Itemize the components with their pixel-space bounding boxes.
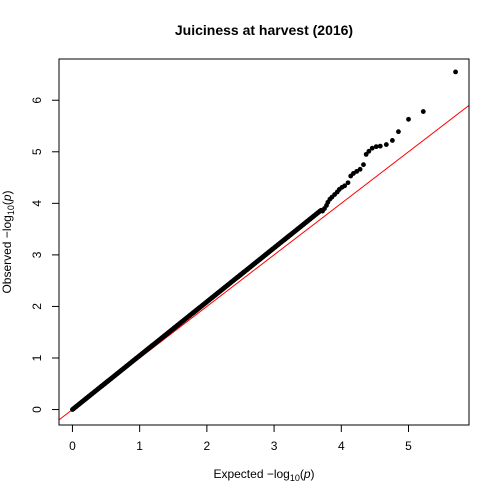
chart-title: Juiciness at harvest (2016) [175,22,353,38]
data-point [396,129,401,135]
data-point [453,69,458,75]
data-point [369,145,375,151]
data-point [357,166,363,172]
y-axis-label: Observed −log10(p) [0,190,16,293]
y-tick-label: 3 [30,251,44,258]
points-group [70,69,458,412]
y-axis: 0 1 2 3 4 5 6 [30,97,60,413]
data-point [420,109,426,114]
x-axis: 0 1 2 3 4 5 [69,424,412,453]
data-point [383,142,389,147]
x-tick-label: 5 [405,439,412,453]
data-point [373,144,379,150]
x-tick-label: 0 [69,439,76,453]
x-tick-label: 2 [204,439,211,453]
y-tick-label: 4 [30,200,44,207]
x-axis-label: Expected −log10(p) [213,467,314,483]
data-point [345,180,351,186]
data-point [342,183,348,189]
x-tick-label: 3 [271,439,278,453]
data-point [361,162,366,168]
y-tick-label: 5 [30,148,44,155]
x-tick-label: 1 [136,439,143,453]
y-tick-label: 6 [30,97,44,104]
data-point [366,148,372,154]
x-tick-label: 4 [338,439,345,453]
y-tick-label: 1 [30,354,44,361]
data-point [389,138,395,143]
y-tick-label: 0 [30,406,44,413]
y-tick-label: 2 [30,303,44,310]
data-point [406,116,411,122]
data-point [363,151,369,157]
data-point [377,143,383,149]
